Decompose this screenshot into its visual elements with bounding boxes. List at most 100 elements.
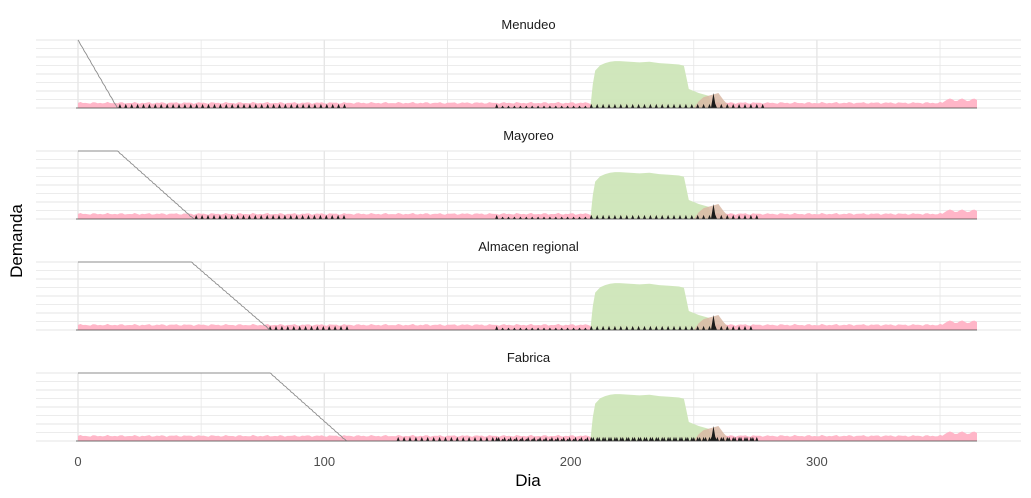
spike-mark <box>542 216 546 219</box>
demand-spikes <box>194 214 759 219</box>
spike-mark <box>678 214 682 219</box>
spike-mark <box>755 103 759 108</box>
spike-mark <box>201 103 205 108</box>
spike-mark <box>506 327 511 330</box>
spike-mark <box>725 103 729 108</box>
spike-mark <box>280 325 284 330</box>
spike-mark <box>265 214 269 219</box>
spike-mark <box>609 436 613 441</box>
facet-title: Menudeo <box>501 17 555 32</box>
spike-mark <box>625 325 629 330</box>
spike-mark <box>495 103 499 108</box>
spike-mark <box>195 103 199 108</box>
spike-mark <box>707 103 712 108</box>
spike-mark <box>501 327 505 330</box>
spike-mark <box>455 436 459 441</box>
spike-mark <box>625 103 629 108</box>
spike-mark <box>315 325 319 330</box>
spike-mark <box>648 436 652 441</box>
panel-grid <box>36 39 1021 109</box>
x-tick-label: 0 <box>74 454 81 469</box>
spike-mark <box>318 214 322 219</box>
seasonal-demand-area <box>590 283 714 330</box>
spike-mark <box>518 216 522 219</box>
spike-mark <box>566 105 570 108</box>
spike-mark <box>247 214 251 219</box>
spike-mark <box>542 327 546 330</box>
spike-mark <box>432 436 436 441</box>
spike-mark <box>637 325 641 330</box>
spike-mark <box>672 103 676 108</box>
spike-mark <box>289 103 293 108</box>
spike-mark <box>518 327 522 330</box>
spike-mark <box>408 436 412 441</box>
spike-mark <box>556 436 560 441</box>
spike-mark <box>631 103 635 108</box>
x-tick-label: 200 <box>560 454 582 469</box>
spike-mark <box>577 327 582 330</box>
spike-mark <box>631 214 635 219</box>
facet-panel-1: Mayoreo <box>36 128 1021 220</box>
spike-mark <box>118 103 122 108</box>
spike-mark <box>631 436 635 441</box>
spike-mark <box>566 438 570 441</box>
spike-mark <box>684 325 688 330</box>
spike-mark <box>672 214 676 219</box>
spike-mark <box>572 327 576 330</box>
x-tick-label: 100 <box>313 454 335 469</box>
spike-mark <box>601 436 605 441</box>
spike-mark <box>414 436 418 441</box>
spike-mark <box>631 325 635 330</box>
spike-mark <box>542 438 546 441</box>
spike-mark <box>342 103 347 108</box>
spike-mark <box>595 103 599 108</box>
spike-mark <box>707 436 712 441</box>
spike-mark <box>554 216 558 219</box>
spike-mark <box>648 214 652 219</box>
spike-mark <box>443 436 448 441</box>
spike-mark <box>731 325 735 330</box>
base-demand-area <box>78 98 977 108</box>
spike-mark <box>438 436 442 441</box>
spike-mark <box>548 438 552 441</box>
spike-mark <box>277 103 282 108</box>
spike-mark <box>321 325 325 330</box>
spike-mark <box>654 214 658 219</box>
spike-mark <box>495 436 499 441</box>
spike-mark <box>147 103 151 108</box>
spike-mark <box>731 214 735 219</box>
spike-mark <box>554 105 558 108</box>
demand-spikes <box>268 325 753 330</box>
spike-mark <box>648 325 652 330</box>
spike-mark <box>548 216 552 219</box>
spike-mark <box>572 438 576 441</box>
spike-mark <box>690 325 694 330</box>
spike-mark <box>136 103 140 108</box>
spike-mark <box>607 325 611 330</box>
spike-mark <box>520 436 524 441</box>
spike-mark <box>579 436 583 441</box>
spike-mark <box>737 103 741 108</box>
base-demand-area <box>78 209 977 219</box>
spike-mark <box>286 325 290 330</box>
spike-mark <box>725 436 729 441</box>
spike-mark <box>702 436 706 441</box>
spike-mark <box>266 103 270 108</box>
spike-mark <box>589 214 593 219</box>
facet-panel-3: Fabrica <box>36 350 1021 442</box>
spike-mark <box>530 438 534 441</box>
big-spike-mark <box>710 315 716 330</box>
spike-mark <box>696 436 700 441</box>
spike-mark <box>660 103 664 108</box>
spike-mark <box>560 216 564 219</box>
spike-mark <box>619 436 623 441</box>
spike-mark <box>560 327 564 330</box>
spike-mark <box>548 327 552 330</box>
spike-mark <box>230 214 234 219</box>
spike-mark <box>589 436 593 441</box>
spike-mark <box>619 103 623 108</box>
spike-mark <box>224 103 228 108</box>
spike-mark <box>253 214 257 219</box>
facet-panel-2: Almacen regional <box>36 239 1021 331</box>
